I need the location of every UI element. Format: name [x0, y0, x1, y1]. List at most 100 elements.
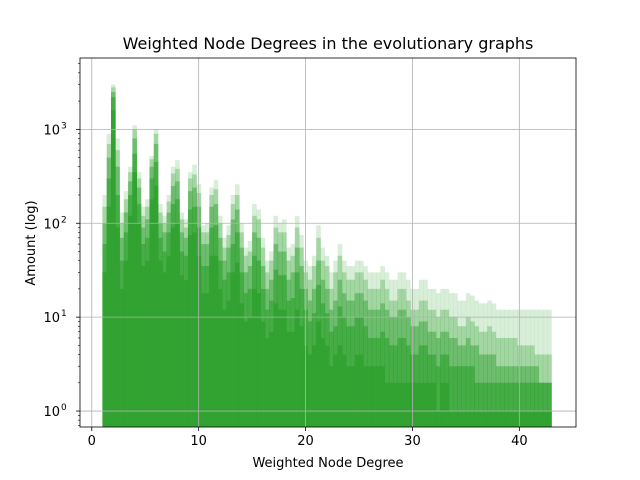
- histogram-bar: [324, 345, 330, 427]
- histogram-bar: [320, 337, 326, 427]
- histogram-bar: [354, 354, 360, 427]
- histogram-bar: [542, 309, 548, 427]
- histogram-bar: [427, 382, 432, 427]
- histogram-bar: [461, 300, 467, 427]
- histogram-bar: [307, 354, 313, 427]
- histogram-bar: [380, 366, 385, 427]
- histogram-bar: [500, 337, 505, 427]
- histogram-bar: [376, 366, 381, 427]
- histogram-bar: [431, 382, 437, 427]
- histogram-bar: [140, 266, 146, 427]
- histogram-bar: [530, 309, 535, 427]
- y-tick-label: 10: [43, 311, 60, 326]
- histogram-bar: [478, 382, 484, 427]
- axes-frame: [79, 57, 577, 428]
- histogram-bar: [474, 326, 480, 427]
- histogram-bar: [350, 366, 356, 427]
- histogram-bar: [294, 309, 300, 427]
- histogram-bar: [538, 309, 544, 427]
- histogram-bar: [175, 223, 180, 427]
- histogram-bar: [500, 309, 505, 427]
- histogram-bar: [388, 382, 394, 427]
- histogram-bar: [401, 337, 407, 427]
- y-tick-exponent: 1: [61, 309, 67, 319]
- histogram-bar: [474, 411, 480, 427]
- histogram-bar: [495, 382, 501, 427]
- histogram-bar: [534, 309, 539, 427]
- histogram-bar: [256, 293, 261, 427]
- histogram-bar: [243, 321, 249, 427]
- histogram-bar: [397, 337, 403, 427]
- histogram-bar: [213, 255, 219, 427]
- histogram-bar: [209, 255, 214, 427]
- histogram-bar: [495, 309, 501, 427]
- histogram-bar: [534, 382, 539, 427]
- x-tick-label: 30: [404, 434, 421, 449]
- histogram-bar: [384, 382, 390, 427]
- histogram-bar: [525, 309, 531, 427]
- histogram-bar: [183, 279, 189, 427]
- histogram-bar: [465, 293, 471, 427]
- histogram-bar: [525, 411, 531, 427]
- x-tick-label: 20: [297, 434, 314, 449]
- histogram-bar: [542, 411, 548, 427]
- histogram-bar: [483, 331, 488, 427]
- histogram-bar: [384, 337, 390, 427]
- y-tick-exponent: 0: [61, 403, 67, 413]
- histogram-bar: [512, 337, 518, 427]
- histogram-bar: [423, 382, 428, 427]
- histogram-bar: [205, 293, 210, 427]
- histogram-bar: [448, 411, 454, 427]
- histogram-bar: [483, 411, 488, 427]
- histogram-bar: [491, 411, 497, 427]
- histogram-bar: [465, 366, 471, 427]
- histogram-bar: [495, 337, 501, 427]
- histogram-bar: [149, 199, 155, 427]
- y-tick-label: 10: [43, 217, 60, 232]
- histogram-bar: [132, 172, 137, 427]
- histogram-bar: [179, 275, 184, 427]
- histogram-bar: [504, 309, 509, 427]
- histogram-bar: [547, 309, 552, 427]
- histogram-bar: [448, 366, 454, 427]
- histogram-bar: [235, 262, 240, 427]
- histogram-bar: [453, 293, 458, 427]
- histogram-bar: [474, 382, 480, 427]
- histogram-bar: [200, 293, 206, 427]
- histogram-bar: [239, 303, 244, 427]
- histogram-bar: [158, 260, 163, 427]
- histogram-bar: [504, 382, 509, 427]
- x-tick-label: 0: [88, 434, 96, 449]
- histogram-bar: [311, 345, 317, 427]
- histogram-bar: [282, 309, 287, 427]
- histogram-bar: [136, 223, 142, 427]
- histogram-bar: [111, 110, 116, 427]
- histogram-bar: [470, 411, 475, 427]
- histogram-bar: [153, 185, 159, 427]
- histogram-bar: [478, 303, 484, 427]
- histogram-bar: [512, 382, 518, 427]
- histogram-bar: [440, 382, 445, 427]
- histogram-bar: [491, 303, 497, 427]
- histogram-bar: [500, 382, 505, 427]
- histogram-bar: [252, 288, 257, 427]
- histogram-bar: [521, 309, 527, 427]
- histogram-bar: [504, 337, 509, 427]
- y-tick-label: 10: [43, 405, 60, 420]
- histogram-bar: [444, 382, 450, 427]
- histogram-bar: [491, 382, 497, 427]
- histogram-bar: [393, 382, 398, 427]
- histogram-bar: [478, 411, 484, 427]
- histogram-bar: [333, 354, 338, 427]
- histogram-bar: [530, 382, 535, 427]
- histogram-bar: [508, 309, 514, 427]
- histogram-bar: [286, 331, 291, 427]
- histogram-bar: [547, 411, 552, 427]
- y-axis-label: Amount (log): [24, 200, 39, 285]
- histogram-bar: [222, 309, 227, 427]
- histogram-bar: [508, 337, 514, 427]
- histogram-bar: [504, 411, 509, 427]
- histogram-bar: [128, 215, 133, 427]
- histogram-bar: [102, 272, 108, 427]
